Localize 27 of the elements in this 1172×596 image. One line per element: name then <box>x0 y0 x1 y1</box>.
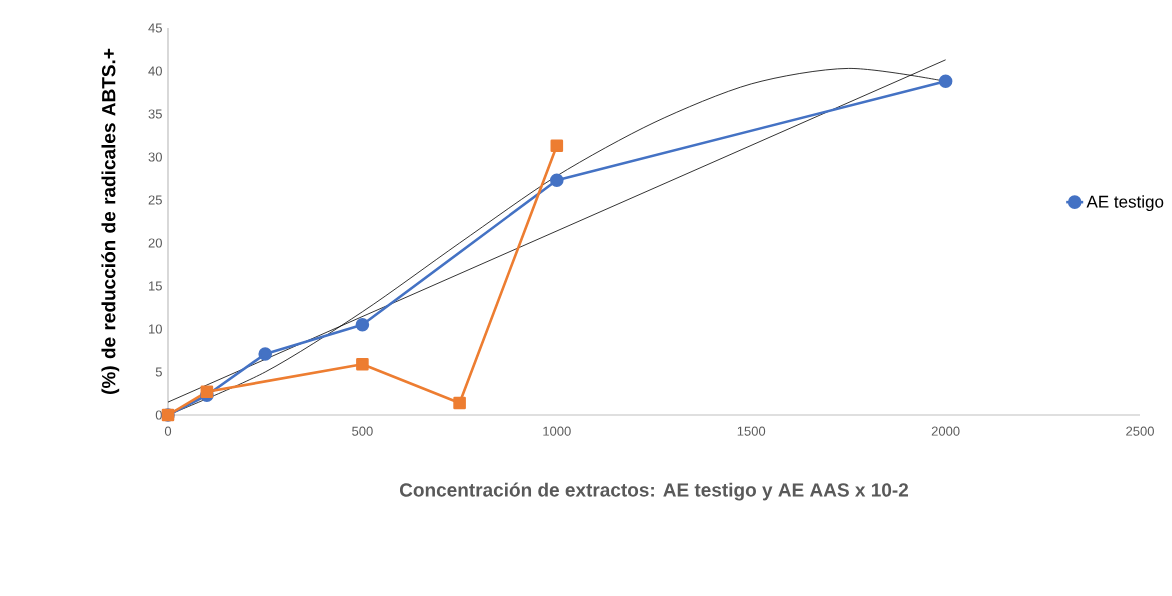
y-tick-label: 0 <box>155 410 162 420</box>
y-tick-label: 10 <box>149 324 162 334</box>
point <box>453 396 466 410</box>
y-tick-label: 25 <box>148 195 162 205</box>
point <box>938 74 953 89</box>
y-tick-label: 45 <box>148 23 162 33</box>
point <box>355 317 370 332</box>
x-tick-label: 2500 <box>1126 426 1154 436</box>
legend-label: AE testigo <box>1086 195 1164 212</box>
y-tick-label: 35 <box>148 109 162 119</box>
x-tick-label: 1000 <box>543 426 571 436</box>
y-tick-label: 20 <box>148 238 162 248</box>
x-tick-label: 0 <box>164 426 172 436</box>
y-tick-label: 15 <box>149 281 162 291</box>
x-axis-title: Concentración de extractos: AE testigo y AE AAS x 10-2 <box>399 482 909 501</box>
point <box>550 173 564 188</box>
y-tick-label: 30 <box>148 152 162 162</box>
point <box>258 347 272 361</box>
x-tick-label: 2000 <box>931 426 960 436</box>
y-axis-title: (%) de reducción de radicales ABTS.+ <box>101 48 120 394</box>
y-tick-label: 5 <box>155 367 162 377</box>
point <box>200 385 214 399</box>
point <box>550 139 564 153</box>
point <box>356 357 369 371</box>
x-tick-label: 500 <box>352 426 373 436</box>
y-tick-label: 40 <box>148 66 162 76</box>
x-tick-label: 1500 <box>737 426 766 436</box>
